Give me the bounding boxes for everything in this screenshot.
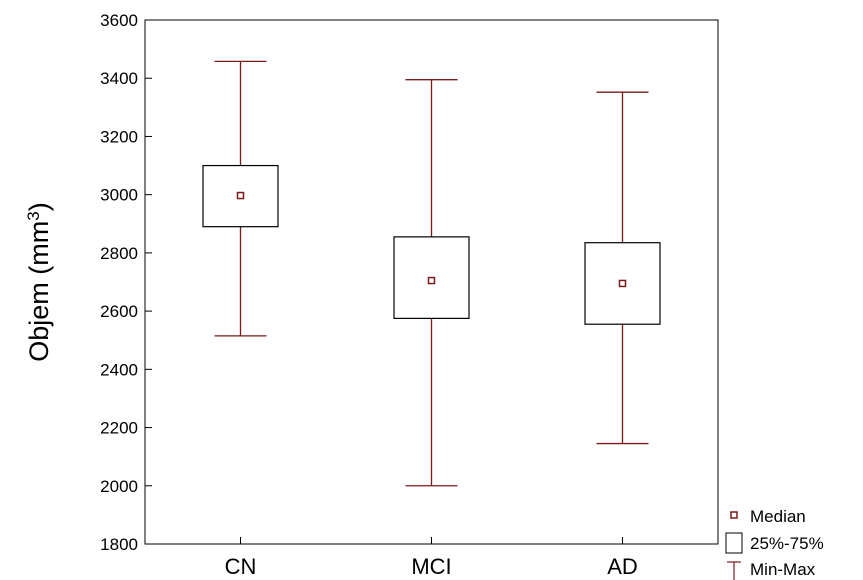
y-tick-label: 3400 [100,69,138,88]
iqr-box [584,242,661,325]
y-tick-label: 2400 [100,360,138,379]
y-tick-label: 1800 [100,535,138,554]
y-tick-label: 3200 [100,127,138,146]
box-series [202,60,661,487]
y-tick-label: 3600 [100,11,138,30]
y-tick-label: 2000 [100,477,138,496]
y-tick-label: 3000 [100,186,138,205]
median-marker [618,279,627,288]
median-marker [427,276,436,285]
legend: Median 25%-75% Min-Max [725,507,824,580]
x-axis: CN MCI AD [225,537,638,579]
x-tick-label: MCI [411,554,451,579]
median-marker [236,191,245,200]
legend-median-label: Median [750,507,806,526]
y-tick-label: 2600 [100,302,138,321]
y-axis-label-close: ) [24,202,54,211]
y-axis-label-sup: 3 [24,211,43,220]
legend-iqr-label: 25%-75% [750,534,824,553]
y-axis-label: Objem (mm3) [24,202,55,361]
legend-iqr-symbol [725,532,743,554]
y-axis: 1800 2000 2200 2400 2600 2800 3000 3200 3400 3600 [100,11,152,554]
legend-minmax-label: Min-Max [750,560,816,579]
y-axis-label-text: Objem (mm [24,221,54,362]
x-tick-label: CN [225,554,257,579]
y-tick-label: 2200 [100,419,138,438]
y-tick-label: 2800 [100,244,138,263]
x-tick-label: AD [607,554,638,579]
iqr-box [393,236,470,319]
iqr-box [202,164,279,228]
legend-median-symbol [730,511,738,519]
